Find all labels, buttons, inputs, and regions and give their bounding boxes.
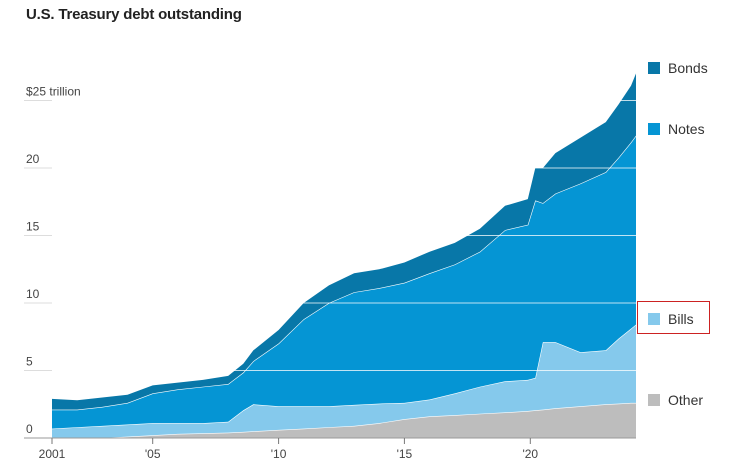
x-tick-label: '15 (397, 447, 413, 461)
x-tick-label: '05 (145, 447, 161, 461)
legend-item-bonds: Bonds (648, 60, 708, 76)
legend-item-bills: Bills (648, 311, 694, 327)
y-tick-label: 20 (26, 152, 40, 166)
x-tick-label: '20 (522, 447, 538, 461)
area-other (52, 402, 636, 438)
legend-item-notes: Notes (648, 121, 705, 137)
chart-title: U.S. Treasury debt outstanding (26, 6, 242, 23)
legend-label-bills: Bills (668, 311, 694, 327)
area-notes (52, 135, 636, 429)
legend-label-other: Other (668, 392, 704, 408)
x-tick-label: 2001 (39, 447, 66, 461)
y-tick-label: 10 (26, 287, 40, 301)
y-tick-label: 5 (26, 355, 33, 369)
legend-highlight-box (637, 301, 710, 334)
area-bills (52, 324, 636, 438)
bonds-swatch (648, 62, 660, 74)
y-tick-label: 0 (26, 422, 33, 436)
legend-item-other: Other (648, 392, 703, 408)
legend-label-notes: Notes (668, 121, 705, 137)
x-tick-label: '10 (271, 447, 287, 461)
y-tick-label: $25 trillion (26, 85, 81, 99)
y-tick-label: 15 (26, 220, 40, 234)
notes-swatch (648, 123, 660, 135)
other-swatch (648, 394, 660, 406)
legend-label-bonds: Bonds (668, 60, 708, 76)
bills-swatch (648, 313, 660, 325)
